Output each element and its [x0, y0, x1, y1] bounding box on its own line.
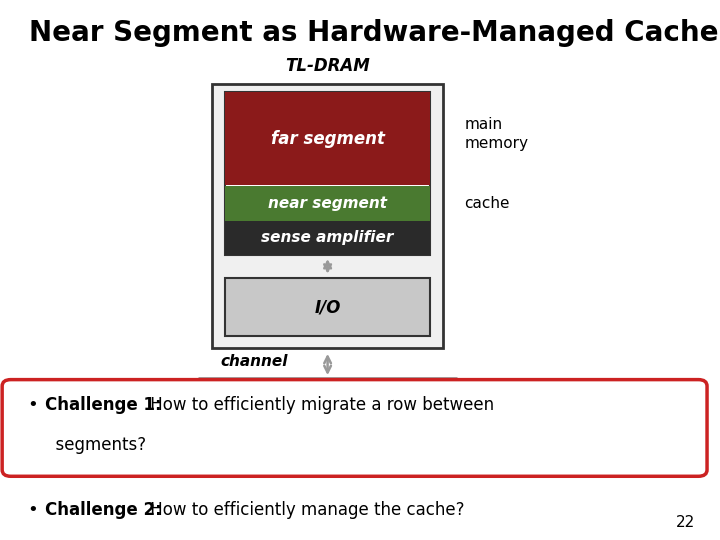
Text: How to efficiently manage the cache?: How to efficiently manage the cache?	[145, 501, 464, 519]
Bar	[225, 221, 430, 254]
Text: How to efficiently migrate a row between: How to efficiently migrate a row between	[145, 396, 494, 414]
Text: near segment: near segment	[268, 196, 387, 211]
Text: segments?: segments?	[45, 436, 146, 454]
Text: •: •	[27, 501, 38, 519]
Text: Challenge 1:: Challenge 1:	[45, 396, 162, 414]
Text: Near Segment as Hardware-Managed Cache: Near Segment as Hardware-Managed Cache	[29, 19, 719, 47]
Text: •: •	[27, 396, 38, 414]
Text: channel: channel	[220, 354, 288, 369]
Bar	[225, 92, 430, 254]
Bar	[212, 84, 443, 348]
Bar	[225, 186, 430, 221]
Text: I/O: I/O	[315, 298, 341, 316]
Text: main
memory: main memory	[464, 117, 528, 151]
Text: sense amplifier: sense amplifier	[261, 231, 394, 245]
Text: far segment: far segment	[271, 130, 384, 147]
FancyBboxPatch shape	[2, 380, 707, 476]
Bar	[225, 278, 430, 336]
Text: cache: cache	[464, 196, 510, 211]
Bar	[225, 92, 430, 185]
Text: TL-DRAM: TL-DRAM	[285, 57, 370, 75]
Text: Challenge 2:: Challenge 2:	[45, 501, 162, 519]
Text: 22: 22	[675, 515, 695, 530]
